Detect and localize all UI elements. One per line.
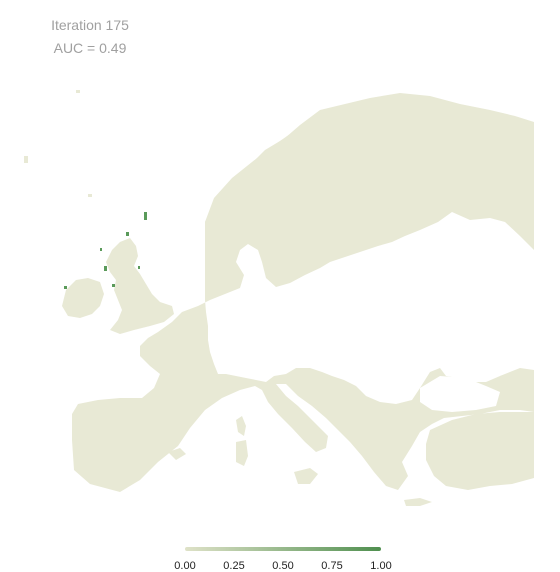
finland (346, 150, 404, 220)
mainland-europe (72, 93, 534, 492)
crete (404, 498, 432, 506)
small-island-north (76, 90, 80, 93)
map-legend: 0.00 0.25 0.50 0.75 1.00 (160, 540, 410, 572)
sicily (294, 468, 318, 484)
caucasus (500, 368, 534, 396)
sardinia (236, 440, 248, 466)
great-britain (106, 238, 174, 334)
presence-cell (104, 266, 107, 271)
presence-cell (126, 232, 129, 236)
presence-cell (112, 284, 115, 287)
map-header: Iteration 175 AUC = 0.49 (0, 14, 180, 60)
presence-cell (64, 286, 67, 289)
small-island-faroe (88, 194, 92, 197)
legend-tick: 1.00 (370, 560, 392, 572)
scandinavia (205, 106, 372, 276)
anatolia (426, 412, 534, 490)
presence-cell (138, 266, 140, 269)
legend-tick: 0.25 (223, 560, 245, 572)
iteration-label: Iteration 175 (51, 17, 129, 33)
black-sea (420, 376, 500, 412)
presence-cell (100, 248, 102, 251)
legend-tick: 0.75 (321, 560, 343, 572)
corsica (236, 416, 246, 436)
ireland (62, 278, 104, 318)
small-island-west (24, 156, 28, 163)
legend-colorbar (185, 547, 381, 551)
balearic-islands (168, 448, 186, 460)
presence-cell (144, 212, 147, 220)
legend-tick: 0.00 (174, 560, 196, 572)
auc-label: AUC = 0.49 (53, 40, 127, 56)
legend-tick: 0.50 (272, 560, 294, 572)
